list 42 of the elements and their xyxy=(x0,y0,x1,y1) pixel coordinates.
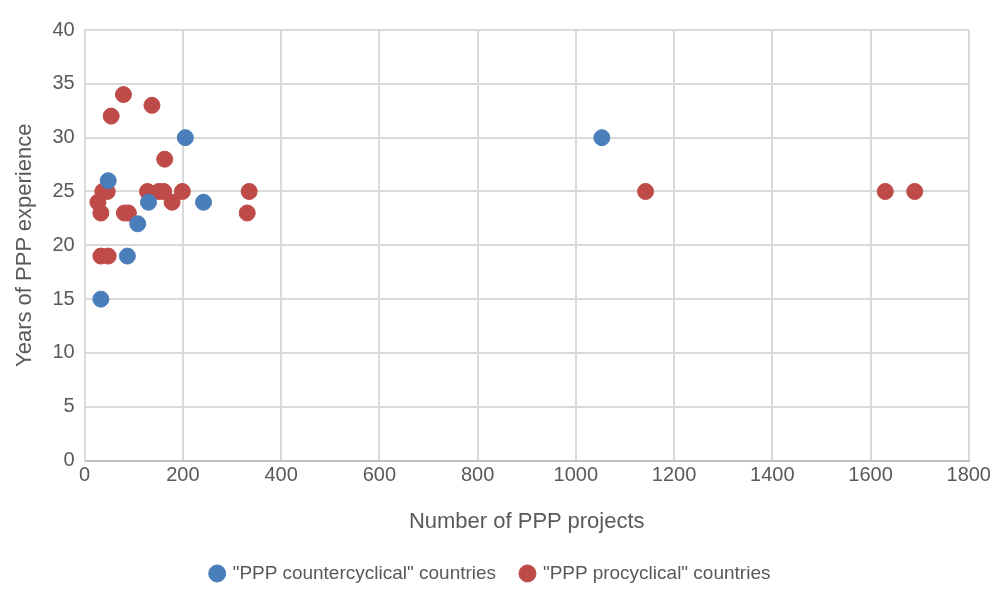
x-tick-label: 800 xyxy=(460,463,495,486)
point xyxy=(118,247,136,265)
point xyxy=(156,150,174,168)
point xyxy=(92,290,110,308)
y-tick-label: 25 xyxy=(52,178,75,201)
point xyxy=(143,96,161,114)
y-tick-label: 15 xyxy=(52,286,75,309)
x-tick-label: 1200 xyxy=(651,463,697,486)
point xyxy=(163,193,181,211)
point xyxy=(876,182,894,200)
point xyxy=(906,182,924,200)
x-tick-label: 600 xyxy=(362,463,397,486)
point xyxy=(140,193,157,211)
y-tick-label: 20 xyxy=(52,232,75,255)
x-tick-label: 1600 xyxy=(848,463,893,486)
point xyxy=(129,215,147,233)
y-tick-label: 5 xyxy=(63,394,75,417)
y-tick-label: 30 xyxy=(52,125,75,148)
x-axis-title: Number of PPP projects xyxy=(408,507,645,533)
point xyxy=(593,129,611,147)
point xyxy=(99,172,117,190)
point xyxy=(173,182,191,200)
x-tick-label: 200 xyxy=(166,463,200,486)
point xyxy=(114,86,132,104)
point xyxy=(176,129,194,147)
y-tick-label: 35 xyxy=(52,71,75,94)
legend-label: "PPP procyclical" countries xyxy=(542,561,771,583)
point xyxy=(637,182,655,200)
y-tick-label: 0 xyxy=(63,448,75,471)
x-tick-label: 0 xyxy=(79,463,91,486)
x-tick-label: 1400 xyxy=(750,463,795,486)
legend-label: "PPP countercyclical" countries xyxy=(232,561,497,583)
x-tick-label: 1800 xyxy=(946,463,991,486)
point xyxy=(238,204,256,222)
y-tick-label: 10 xyxy=(52,340,75,363)
x-tick-label: 400 xyxy=(264,463,298,486)
point xyxy=(102,107,120,125)
x-tick-label: 1000 xyxy=(553,463,599,486)
point xyxy=(195,193,213,211)
point xyxy=(240,182,258,200)
y-axis-title: Years of PPP experience xyxy=(11,123,37,367)
y-tick-label: 40 xyxy=(52,17,75,40)
